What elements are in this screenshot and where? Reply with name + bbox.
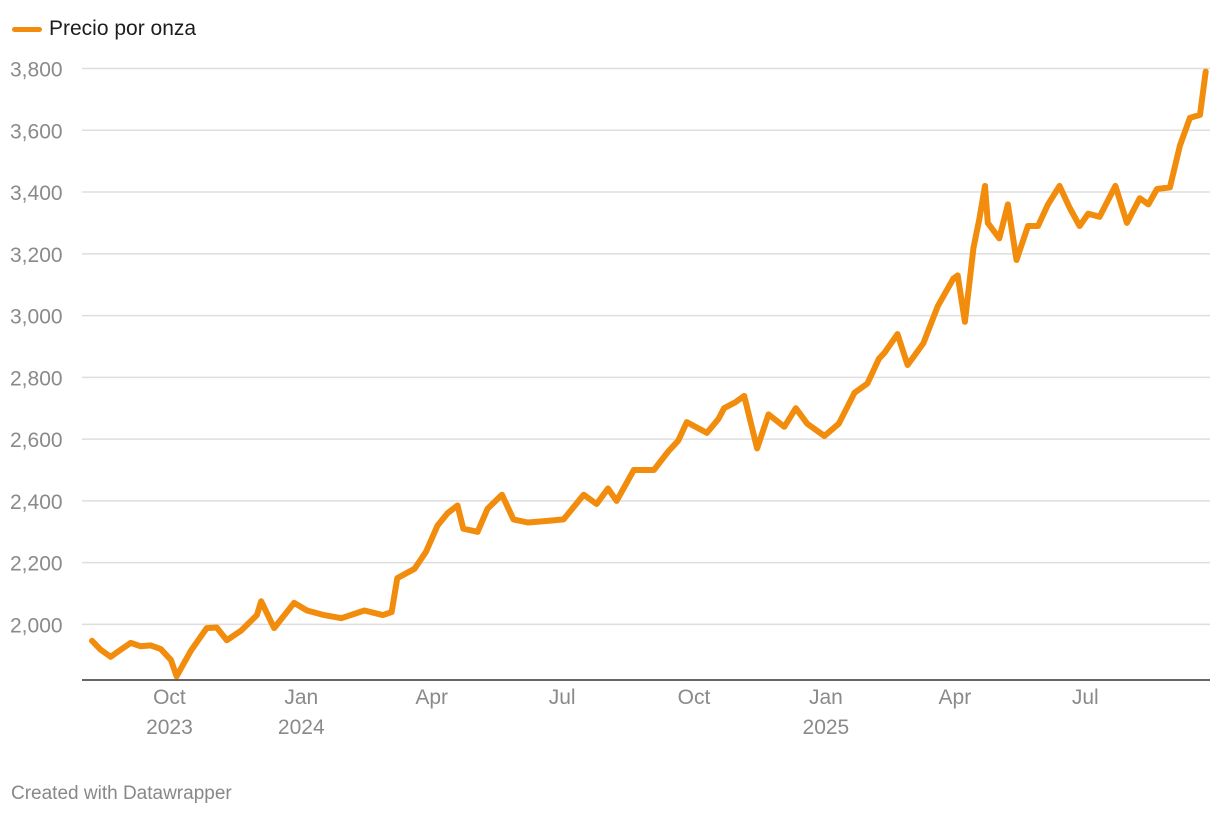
legend-swatch — [12, 26, 42, 32]
x-tick-label: Jan — [809, 686, 843, 709]
y-tick-label: 2,200 — [10, 553, 63, 576]
x-tick-label: Oct — [678, 686, 711, 709]
x-axis-ticks: Oct 2023 Jan 2024 Apr Jul Oct Jan 2025 Apr Jul — [146, 686, 1099, 739]
x-tick-label: Apr — [939, 686, 972, 709]
y-tick-label: 3,600 — [10, 120, 63, 143]
y-tick-label: 3,800 — [10, 59, 63, 82]
x-tick-year-label: 2023 — [146, 716, 193, 739]
y-axis-ticks: 2,000 2,200 2,400 2,600 2,800 3,000 3,200 3,400… — [10, 59, 63, 638]
y-tick-label: 3,000 — [10, 306, 63, 329]
credit-text: Created with Datawrapper — [11, 783, 232, 804]
y-tick-label: 2,800 — [10, 367, 63, 390]
y-tick-label: 2,000 — [10, 614, 63, 637]
gridlines — [82, 67, 1210, 626]
legend: Precio por onza — [12, 17, 196, 41]
x-tick-label: Jan — [284, 686, 318, 709]
x-tick-label: Jul — [1072, 686, 1099, 709]
x-tick-label: Oct — [153, 686, 186, 709]
x-tick-year-label: 2025 — [803, 716, 850, 739]
x-tick-label: Apr — [415, 686, 448, 709]
legend-label: Precio por onza — [49, 17, 197, 40]
y-tick-label: 3,400 — [10, 182, 63, 205]
x-tick-label: Jul — [549, 686, 576, 709]
x-tick-year-label: 2024 — [278, 716, 325, 739]
y-tick-label: 3,200 — [10, 244, 63, 267]
series-line-precio-por-onza — [89, 68, 1209, 680]
y-tick-label: 2,600 — [10, 429, 63, 452]
y-tick-label: 2,400 — [10, 491, 63, 514]
